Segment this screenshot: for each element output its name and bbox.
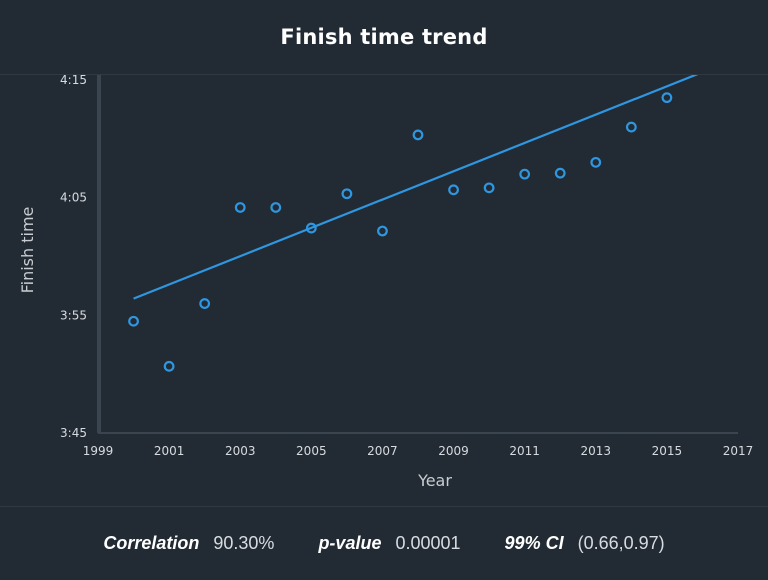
data-point	[483, 182, 495, 194]
data-point	[412, 129, 424, 141]
pvalue-stat: p-value 0.00001	[318, 533, 460, 554]
confidence-interval-stat: 99% CI (0.66,0.97)	[505, 533, 665, 554]
x-tick-label: 2007	[367, 444, 398, 458]
correlation-stat: Correlation 90.30%	[103, 533, 274, 554]
y-tick-label: 3:55	[60, 308, 87, 322]
x-tick-label: 2001	[154, 444, 185, 458]
trend-line-group	[133, 75, 699, 300]
y-tick-label: 4:05	[60, 191, 87, 205]
x-tick-label: 2017	[723, 444, 754, 458]
data-point	[234, 202, 246, 213]
data-point	[448, 184, 459, 196]
y-axis-title: Finish time	[18, 207, 37, 294]
ci-value: (0.66,0.97)	[577, 533, 665, 553]
pvalue-label: p-value	[318, 533, 382, 553]
scatter-chart: 3:45 3:55 4:05 4:15 1999 2001 2003 2005 2007 200…	[18, 75, 754, 490]
data-point	[377, 225, 388, 237]
x-axis: 1999 2001 2003 2005 2007 2009 2011 2013 2015 2017	[83, 432, 754, 458]
x-tick-label: 2011	[509, 444, 540, 458]
data-point	[163, 360, 175, 372]
x-axis-title: Year	[417, 471, 452, 490]
data-point	[519, 168, 531, 180]
ci-label: 99% CI	[504, 533, 564, 553]
x-tick-label: 1999	[83, 444, 114, 458]
correlation-value: 90.30%	[213, 533, 275, 553]
data-point	[590, 156, 602, 168]
correlation-label: Correlation	[103, 533, 200, 553]
x-tick-label: 2015	[652, 444, 683, 458]
y-tick-label: 4:15	[60, 75, 87, 87]
data-points	[128, 92, 673, 372]
x-tick-label: 2005	[296, 444, 327, 458]
chart-title: Finish time trend	[280, 25, 488, 49]
data-point	[128, 315, 139, 327]
data-point	[199, 298, 211, 309]
statistics-bar: Correlation 90.30% p-value 0.00001 99% C…	[0, 506, 768, 580]
x-tick-label: 2003	[225, 444, 256, 458]
data-point	[341, 188, 353, 200]
data-point	[661, 92, 673, 104]
y-tick-label: 3:45	[60, 426, 87, 440]
data-point	[554, 167, 566, 179]
x-tick-label: 2013	[581, 444, 612, 458]
x-tick-label: 2009	[438, 444, 469, 458]
pvalue-value: 0.00001	[395, 533, 461, 553]
data-point	[270, 202, 282, 213]
trend-line	[133, 75, 699, 300]
y-axis: 3:45 3:55 4:05 4:15	[60, 75, 101, 440]
chart-header: Finish time trend	[0, 0, 768, 75]
data-point	[625, 121, 637, 133]
data-point	[305, 222, 317, 234]
